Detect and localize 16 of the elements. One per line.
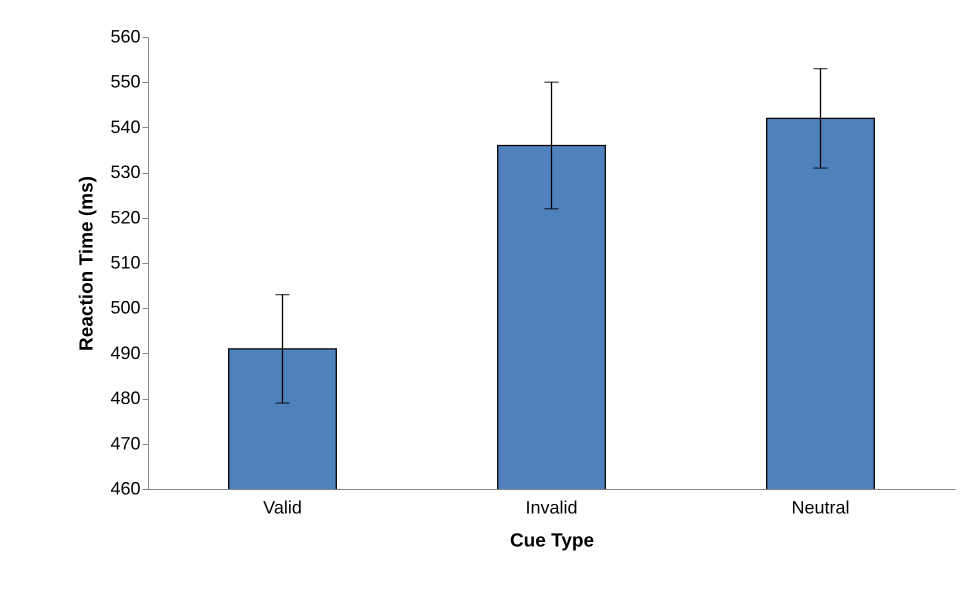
- x-tick-label: Neutral: [791, 498, 850, 518]
- y-tick-label: 500: [110, 298, 140, 318]
- y-tick-label: 460: [110, 478, 140, 498]
- y-tick-label: 470: [110, 433, 140, 454]
- y-tick-label: 530: [110, 162, 140, 182]
- y-tick-label: 510: [110, 252, 140, 272]
- x-tick-label: Valid: [263, 498, 302, 518]
- x-axis-title: Cue Type: [510, 530, 594, 552]
- y-tick-label: 490: [110, 342, 140, 363]
- y-tick-label: 480: [110, 388, 140, 408]
- y-axis-title: Reaction Time (ms): [76, 176, 98, 351]
- x-tick-label: Invalid: [525, 498, 578, 518]
- y-tick-label: 540: [110, 116, 140, 137]
- y-tick-label: 550: [110, 72, 140, 92]
- y-tick-label: 520: [110, 207, 140, 228]
- y-tick-label: 560: [110, 26, 140, 46]
